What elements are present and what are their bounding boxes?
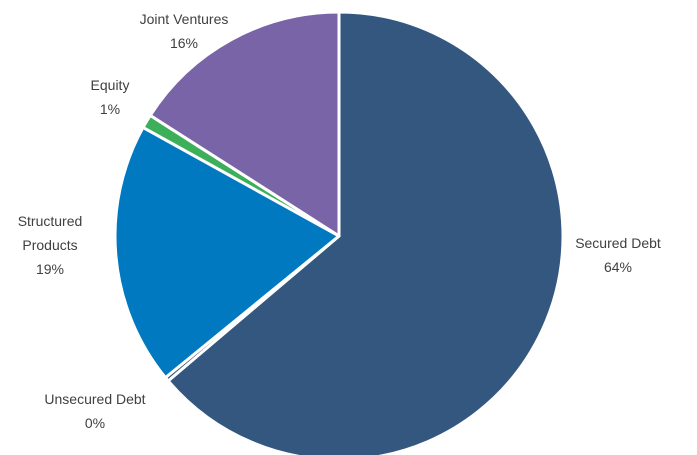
slice-name: Secured Debt xyxy=(575,235,661,251)
slice-name: Equity xyxy=(91,77,130,93)
slice-value: 64% xyxy=(604,259,632,275)
slice-name: Joint Ventures xyxy=(140,11,229,27)
slice-label-structured-products: Structured Products 19% xyxy=(18,213,83,277)
slice-value: 19% xyxy=(36,261,64,277)
slice-name: Products xyxy=(22,237,77,253)
slice-label-unsecured-debt: Unsecured Debt 0% xyxy=(44,391,145,431)
slice-name: Unsecured Debt xyxy=(44,391,145,407)
pie-slice-secured-debt xyxy=(166,10,565,455)
slice-value: 1% xyxy=(100,101,120,117)
slice-value: 16% xyxy=(170,35,198,51)
slice-label-secured-debt: Secured Debt 64% xyxy=(575,235,661,275)
slice-labels: Secured Debt 64% Unsecured Debt 0% Structure… xyxy=(18,11,661,431)
pie-slice-structured-products xyxy=(113,125,341,380)
slice-name: Structured xyxy=(18,213,83,229)
slice-label-equity: Equity 1% xyxy=(91,77,130,117)
slice-label-joint-ventures: Joint Ventures 16% xyxy=(140,11,229,51)
pie-slices xyxy=(113,10,565,455)
slice-value: 0% xyxy=(85,415,105,431)
pie-slice-joint-ventures xyxy=(148,10,341,238)
